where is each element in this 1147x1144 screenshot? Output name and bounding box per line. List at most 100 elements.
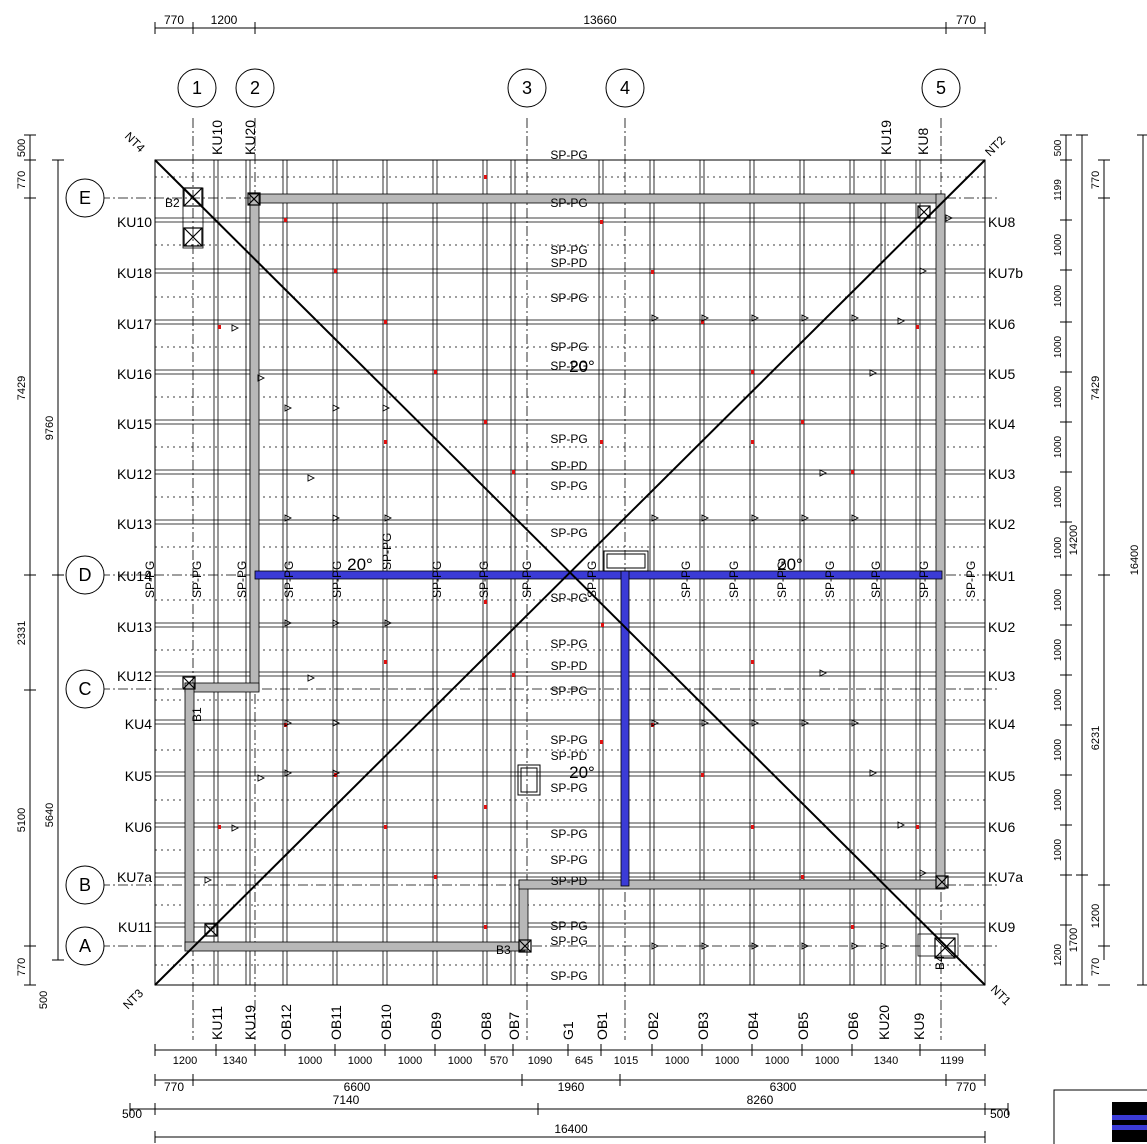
sp-label: SP-PG xyxy=(550,684,587,698)
corner-label-nt3: NT3 xyxy=(120,986,146,1012)
bottom-rafter-label: OB5 xyxy=(795,1012,811,1040)
sp-ridge-label: SP-PG xyxy=(964,561,978,598)
right-dim: 1000 xyxy=(1053,385,1064,408)
top-rafter-label: KU10 xyxy=(209,120,225,155)
bottom-rafter-label: OB7 xyxy=(506,1012,522,1040)
bot-dim: 1000 xyxy=(815,1055,839,1067)
ku-label: KU16 xyxy=(117,366,152,382)
bottom-rafter-label: OB11 xyxy=(328,1005,344,1040)
top-dim-770-right: 770 xyxy=(956,13,976,27)
ku-label: KU4 xyxy=(988,716,1015,732)
sp-label: SP-PG xyxy=(550,291,587,305)
top-rafter-labels: KU10 KU20 KU19 KU8 xyxy=(209,120,931,155)
ku-label: KU4 xyxy=(125,716,152,732)
bot-dim2: 770 xyxy=(164,1080,184,1094)
corner-label-nt1: NT1 xyxy=(988,982,1014,1008)
bottom-dimension-row3: 500 7140 8260 500 xyxy=(122,1093,1010,1121)
top-rafter-label: KU19 xyxy=(878,120,894,155)
ku-label: KU4 xyxy=(988,416,1015,432)
ku-label: KU6 xyxy=(988,819,1015,835)
ku-label: KU7a xyxy=(117,869,152,885)
batten-dotted-lines xyxy=(155,176,985,966)
left-dim: 2331 xyxy=(16,621,28,645)
sp-ridge-label: SP-PG xyxy=(190,561,204,598)
axis-bubble: A xyxy=(65,926,105,966)
dimension-ticks xyxy=(24,22,1147,1143)
top-dimension-texts: 770 1200 13660 770 xyxy=(164,13,976,27)
sp-label: SP-PG xyxy=(550,781,587,795)
right-dim: 1000 xyxy=(1053,738,1064,761)
sp-ridge-label: SP-PG xyxy=(679,561,693,598)
ku-label: KU3 xyxy=(988,668,1015,684)
ku-label: KU2 xyxy=(988,619,1015,635)
bot-dim: 1200 xyxy=(173,1055,197,1067)
ku-label: KU6 xyxy=(988,316,1015,332)
ku-label: KU3 xyxy=(988,466,1015,482)
ku-label: KU8 xyxy=(988,214,1015,230)
bottom-rafter-label: OB12 xyxy=(278,1004,294,1040)
bot-dim: 1000 xyxy=(765,1055,789,1067)
sp-label: SP-PG xyxy=(550,479,587,493)
axis-bubble: B xyxy=(65,865,105,905)
bottom-dimension-row2: 770 6600 1960 6300 770 xyxy=(164,1080,976,1094)
right-dim: 1000 xyxy=(1053,536,1064,559)
bot-dim2: 6600 xyxy=(344,1080,371,1094)
axis-label: A xyxy=(79,936,91,956)
bot-dim2: 6300 xyxy=(770,1080,797,1094)
sp-ridge-label: SP-PG xyxy=(727,561,741,598)
slope-angle-bottom: 20° xyxy=(569,763,595,782)
ku-labels-left: KU10 KU18 KU17 KU16 KU15 KU12 KU13 KU14 … xyxy=(117,214,152,935)
bot-dim: 1000 xyxy=(348,1055,372,1067)
bot-dim3: 8260 xyxy=(747,1093,774,1107)
ku-label: KU18 xyxy=(117,265,152,281)
ku-label: KU11 xyxy=(118,919,152,935)
sp-label: SP-PG xyxy=(550,919,587,933)
top-dim-13660: 13660 xyxy=(583,13,617,27)
bottom-rafter-labels: KU11 KU19 OB12 OB11 OB10 OB9 OB8 OB7 G1 … xyxy=(209,1004,927,1040)
left-dim: 500 xyxy=(38,991,50,1009)
sp-ridge-label: SP-PG xyxy=(380,533,394,570)
right-dim: 1199 xyxy=(1053,179,1064,201)
sp-label: SP-PG xyxy=(550,340,587,354)
bottom-rafter-label: OB2 xyxy=(645,1012,661,1040)
bottom-rafter-label: KU11 xyxy=(209,1006,225,1040)
bottom-rafter-label: G1 xyxy=(560,1021,576,1040)
ku-label: KU15 xyxy=(117,416,152,432)
beam-label-b3: B3 xyxy=(496,943,511,957)
right-dim: 1000 xyxy=(1053,838,1064,861)
bot-dim: 1340 xyxy=(223,1055,247,1067)
sp-ridge-label: SP-PG xyxy=(235,561,249,598)
axis-label: 1 xyxy=(192,78,202,98)
bot-dim: 1000 xyxy=(448,1055,472,1067)
sp-label: SP-PD xyxy=(551,459,588,473)
left-dim: 770 xyxy=(16,958,28,976)
beam-label-b1: B1 xyxy=(190,707,204,722)
slope-angle-right: 20° xyxy=(777,555,803,574)
roof-outline xyxy=(154,159,986,986)
sp-ridge-label: SP-PG xyxy=(775,561,789,598)
right-dim-lower: 14200 xyxy=(1068,525,1080,556)
bot-dim: 1090 xyxy=(528,1055,552,1067)
axis-bubbles-vertical: 1 2 3 4 5 xyxy=(177,68,961,108)
ku-label: KU10 xyxy=(117,214,152,230)
left-dim: 5100 xyxy=(16,808,28,832)
sp-label: SP-PG xyxy=(550,733,587,747)
horizontal-rafters xyxy=(155,217,985,928)
sp-label: SP-PG xyxy=(550,148,587,162)
corner-label-nt4: NT4 xyxy=(122,129,148,155)
slope-angle-top: 20° xyxy=(569,357,595,376)
top-dim-1200: 1200 xyxy=(211,13,238,27)
bot-dim3: 7140 xyxy=(333,1093,360,1107)
left-dim: 770 xyxy=(16,171,28,189)
ku-label: KU12 xyxy=(117,668,152,684)
ku-label: KU9 xyxy=(988,919,1015,935)
bot-dim: 570 xyxy=(490,1055,508,1067)
axis-bubble: 5 xyxy=(921,68,961,108)
axis-label: D xyxy=(79,565,92,585)
right-dim-mid: 770 xyxy=(1090,171,1102,189)
right-dim-mid: 7429 xyxy=(1090,376,1102,400)
slope-angle-left: 20° xyxy=(347,555,373,574)
bot-dim3: 500 xyxy=(990,1107,1010,1121)
sp-ridge-label: SP-PG xyxy=(869,561,883,598)
sp-labels-ridge: SP-PG SP-PG SP-PG SP-PG SP-PG SP-PG SP-P… xyxy=(143,533,978,598)
